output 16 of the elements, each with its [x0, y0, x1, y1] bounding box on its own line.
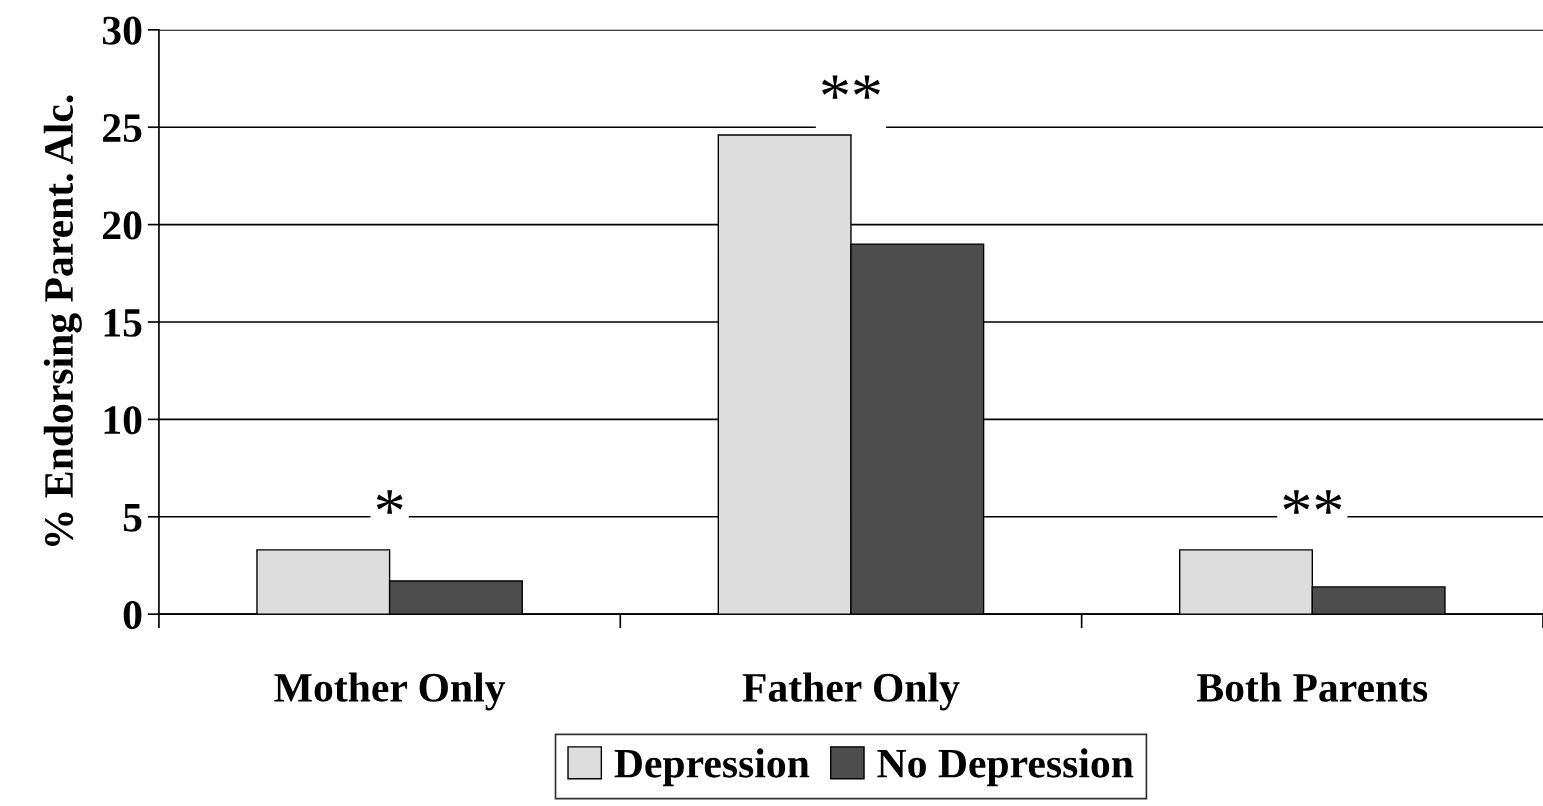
x-tick-label: Father Only [742, 672, 960, 711]
annotation: ** [822, 75, 880, 99]
x-tick-label: Both Parents [1197, 672, 1428, 702]
annotation: ** [1283, 490, 1342, 514]
y-tick-label: 5 [123, 503, 142, 532]
annotation: * [376, 490, 403, 514]
y-tick-label: 30 [102, 16, 142, 45]
x-tick-label: Mother Only [274, 672, 506, 711]
y-tick-label: 25 [103, 114, 142, 143]
y-tick-label: 10 [104, 406, 142, 435]
y-tick-label: 20 [103, 211, 142, 240]
y-tick-label: 0 [123, 600, 142, 630]
y-tick-label: 15 [104, 308, 142, 337]
legend-label: No Depression [877, 748, 1134, 787]
legend-label: Depression [614, 748, 810, 787]
y-axis-title: % Endorsing Parent. Alc. [43, 95, 82, 546]
